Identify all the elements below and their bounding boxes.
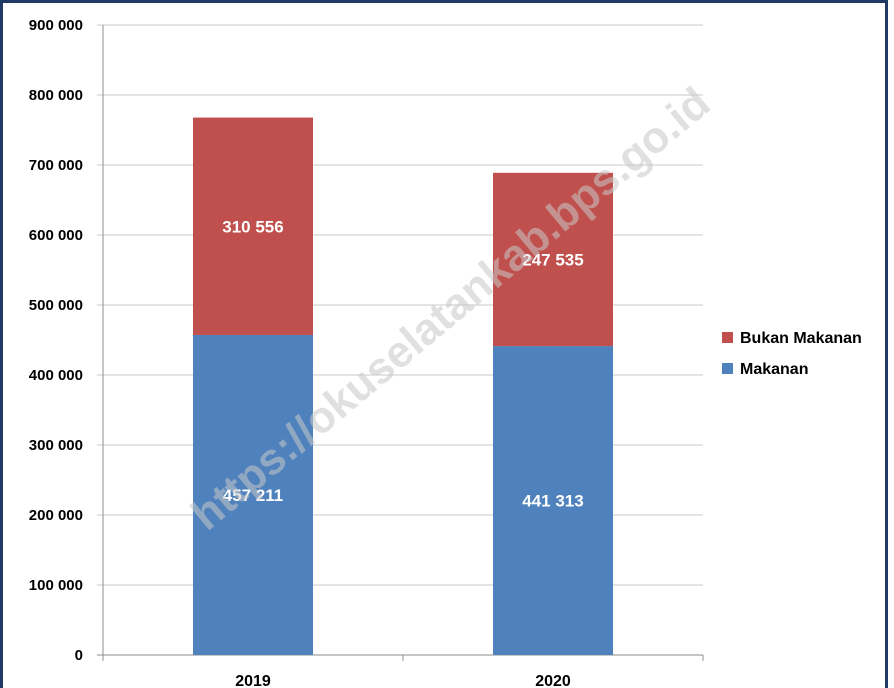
y-tick-label: 600 000 (29, 227, 83, 244)
bar-bukan-makanan-2020 (493, 172, 613, 347)
y-tick-label: 900 000 (29, 17, 83, 34)
data-label: 247 535 (522, 250, 583, 269)
data-label: 457 211 (223, 486, 284, 505)
x-tick-label: 2019 (235, 673, 271, 688)
y-tick-label: 800 000 (29, 87, 83, 104)
legend-swatch (722, 332, 733, 343)
y-tick-label: 400 000 (29, 367, 83, 384)
y-tick-label: 100 000 (29, 577, 83, 594)
bar-bukan-makanan-2019 (193, 117, 313, 335)
x-tick-label: 2020 (535, 673, 571, 688)
legend-label: Makanan (740, 361, 808, 378)
y-tick-label: 200 000 (29, 507, 83, 524)
y-tick-label: 0 (75, 647, 83, 664)
data-label: 441 313 (522, 492, 583, 511)
data-label: 310 556 (222, 217, 283, 236)
y-tick-label: 500 000 (29, 297, 83, 314)
bar-makanan-2019 (193, 334, 313, 655)
y-tick-label: 700 000 (29, 157, 83, 174)
legend-label: Bukan Makanan (740, 330, 862, 347)
legend: Bukan Makanan Makanan (722, 330, 862, 378)
bar-makanan-2020 (493, 346, 613, 655)
y-tick-label: 300 000 (29, 437, 83, 454)
bars: 457 211 310 556 441 313 247 535 (193, 117, 613, 655)
x-axis: 2019 2020 (102, 655, 704, 688)
legend-swatch (722, 363, 733, 374)
y-axis-ticks: 0 100 000 200 000 300 000 400 000 500 000 600 … (29, 17, 83, 664)
